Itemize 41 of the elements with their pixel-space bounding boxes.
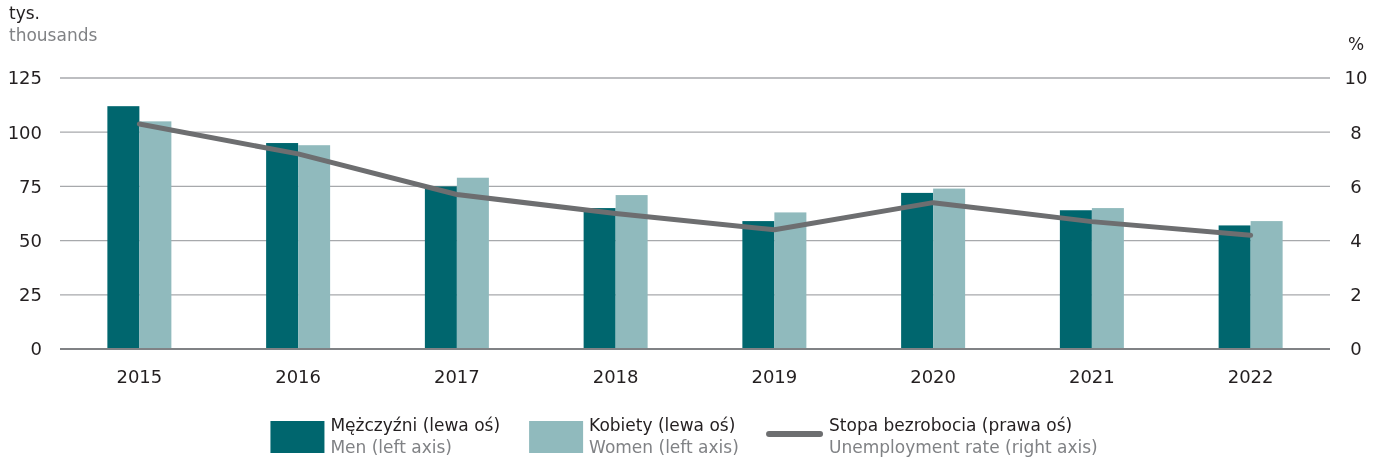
x-tick-label: 2016 <box>275 366 322 387</box>
x-tick-label: 2021 <box>1068 366 1115 387</box>
y2-tick-label: 2 <box>1350 284 1362 306</box>
y2-axis-title: % <box>1347 34 1365 54</box>
x-tick-label: 2019 <box>751 366 798 387</box>
bar <box>266 143 299 349</box>
y-tick-label: 0 <box>30 338 42 360</box>
y2-tick-label: 6 <box>1350 175 1362 197</box>
bar <box>1059 210 1092 349</box>
x-tick-label: 2022 <box>1227 366 1274 387</box>
y2-tick-label: 4 <box>1350 229 1362 251</box>
bar <box>615 195 648 349</box>
bar <box>1250 221 1283 349</box>
y2-tick-label: 10 <box>1344 67 1368 89</box>
y2-tick-label: 8 <box>1350 121 1362 143</box>
y-axis-title: tys. thousands <box>9 3 98 45</box>
bar <box>742 221 775 349</box>
bar <box>139 121 172 349</box>
y-tick-label: 50 <box>19 229 42 251</box>
bar <box>456 177 489 349</box>
y-tick-label: 25 <box>19 284 42 306</box>
bar <box>424 186 457 349</box>
legend-label: Stopa bezrobocia (prawa oś) Unemployment rate (right axis) <box>829 415 1098 457</box>
x-tick-label: 2017 <box>433 366 480 387</box>
bar <box>933 188 966 349</box>
bar <box>1091 208 1124 349</box>
y-tick-label: 100 <box>7 121 42 143</box>
bar <box>774 212 807 349</box>
x-tick-label: 2018 <box>592 366 639 387</box>
bar <box>107 106 140 349</box>
bar <box>298 145 331 349</box>
y-tick-label: 75 <box>19 175 42 197</box>
bar <box>1218 225 1251 349</box>
y2-tick-label: 0 <box>1350 338 1362 360</box>
y-tick-label: 125 <box>7 67 42 89</box>
legend-label: Kobiety (lewa oś) Women (left axis) <box>589 415 739 457</box>
bar <box>901 192 934 349</box>
x-tick-label: 2020 <box>910 366 957 387</box>
bar <box>583 208 616 349</box>
legend-label: Mężczyźni (lewa oś) Men (left axis) <box>330 415 501 457</box>
x-tick-label: 2015 <box>116 366 163 387</box>
